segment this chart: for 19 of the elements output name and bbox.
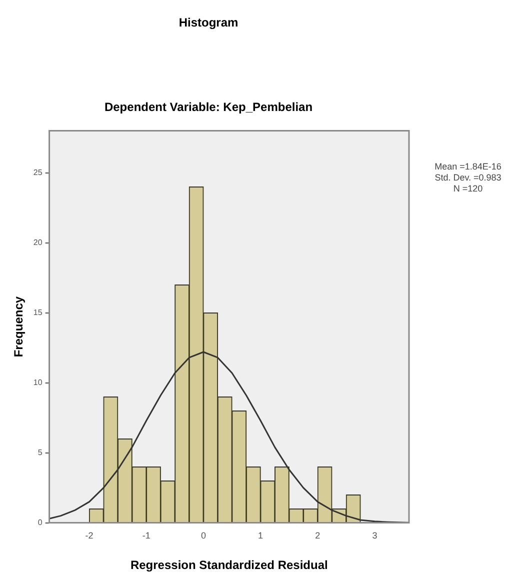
x-tick-label: 0 <box>200 530 206 541</box>
y-tick-label: 10 <box>33 378 43 388</box>
y-tick-label: 15 <box>33 308 43 318</box>
y-tick-label: 25 <box>33 168 43 178</box>
y-axis-title: Frequency <box>12 296 26 358</box>
chart-title: Histogram <box>178 16 238 30</box>
x-tick-label: 2 <box>315 530 320 541</box>
text: Std. Dev. =0.983 <box>434 172 502 182</box>
x-tick-label: 3 <box>372 530 378 541</box>
text: N =120 <box>453 183 483 194</box>
y-tick-label: 0 <box>38 518 43 528</box>
x-tick-label: -1 <box>142 530 150 541</box>
x-tick-label: -2 <box>85 530 94 541</box>
y-tick-label: 20 <box>33 238 43 248</box>
x-axis-title: Regression Standardized Residual <box>130 558 328 572</box>
chart-subtitle: Dependent Variable: Kep_Pembelian <box>104 100 313 114</box>
y-tick-label: 5 <box>38 448 43 458</box>
text: Mean =1.84E-16 <box>434 161 502 172</box>
x-tick-label: 1 <box>258 530 264 541</box>
